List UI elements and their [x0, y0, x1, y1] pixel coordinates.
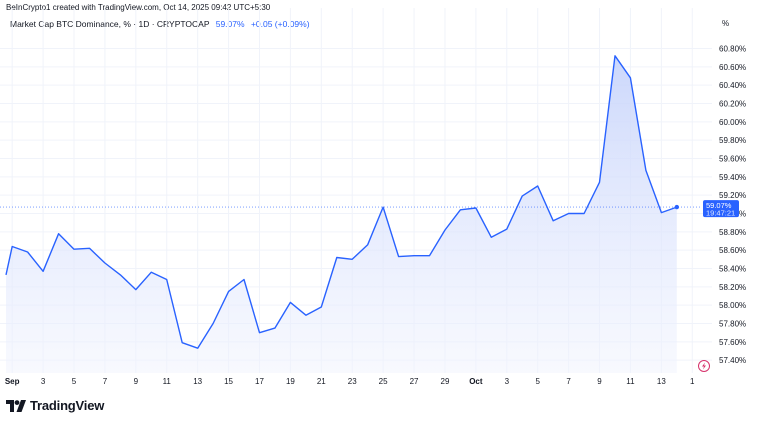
price-axis-label: 57.40%: [719, 356, 746, 365]
last-value: 59.07%: [215, 19, 245, 29]
time-axis-label: Oct: [469, 377, 483, 386]
lightning-icon[interactable]: [698, 360, 710, 372]
time-axis-label: 19: [286, 377, 295, 386]
time-axis-label: 7: [103, 377, 108, 386]
price-axis-label: 58.20%: [719, 283, 746, 292]
time-axis-label: 21: [317, 377, 326, 386]
price-axis-label: 58.60%: [719, 246, 746, 255]
change-value: +0.05 (+0.09%): [250, 19, 310, 29]
price-axis-label: 60.80%: [719, 45, 746, 54]
time-axis-label: 5: [72, 377, 77, 386]
time-axis-label: 17: [255, 377, 264, 386]
brand-name: TradingView: [30, 398, 105, 413]
time-axis-label: Sep: [5, 377, 20, 386]
price-axis-label: 59.80%: [719, 136, 746, 145]
time-axis-label: 27: [410, 377, 419, 386]
price-axis-label: 59.20%: [719, 191, 746, 200]
price-axis-label: 60.20%: [719, 100, 746, 109]
time-axis-label: 5: [535, 377, 540, 386]
price-axis-label: 58.40%: [719, 265, 746, 274]
price-tag-background: [703, 200, 739, 218]
area-fill-path: [6, 55, 677, 374]
time-axis-label: 13: [193, 377, 202, 386]
time-axis-label: 13: [657, 377, 666, 386]
price-scale-unit[interactable]: %: [722, 19, 730, 28]
tradingview-logo-icon: [6, 399, 26, 412]
price-axis-label: 59.60%: [719, 155, 746, 164]
price-axis-label: 60.40%: [719, 81, 746, 90]
price-axis-label: 59.40%: [719, 173, 746, 182]
time-axis-label: 9: [597, 377, 602, 386]
time-axis-label: 15: [224, 377, 233, 386]
time-axis-label: 29: [441, 377, 450, 386]
symbol-legend[interactable]: Market Cap BTC Dominance, % · 1D · CRYPT…: [10, 19, 310, 29]
price-axis-label: 60.60%: [719, 63, 746, 72]
time-axis-label: 23: [348, 377, 357, 386]
price-axis-label: 58.80%: [719, 228, 746, 237]
time-axis-label: 9: [134, 377, 139, 386]
area-fill: [6, 55, 677, 374]
price-tag-countdown: 19:47:21: [706, 209, 735, 218]
time-axis-label: 25: [379, 377, 388, 386]
price-axis-label: 60.00%: [719, 118, 746, 127]
time-axis[interactable]: Sep 3 5 7 9 11 13 15 17 19 21 23 25 27 29 Oct 3 5 7 9 11 13 1: [5, 377, 695, 386]
price-axis-label: 57.60%: [719, 338, 746, 347]
time-axis-label: 3: [505, 377, 510, 386]
time-axis-label: 3: [41, 377, 46, 386]
last-price-tag: 59.07% 19:47:21: [703, 200, 739, 218]
tradingview-brand[interactable]: TradingView: [6, 398, 104, 413]
last-point-marker: [674, 204, 680, 210]
time-axis-label: 11: [163, 377, 172, 386]
chart-credit: BeInCrypto1 created with TradingView.com…: [6, 3, 271, 12]
price-tag-value: 59.07%: [706, 201, 732, 210]
symbol-title: Market Cap BTC Dominance, % · 1D · CRYPT…: [10, 19, 210, 29]
time-axis-label: 1: [690, 377, 695, 386]
price-axis-label: 57.80%: [719, 320, 746, 329]
price-line-series: [5, 55, 680, 349]
time-axis-label: 7: [566, 377, 571, 386]
price-axis-label: 58.00%: [719, 301, 746, 310]
time-axis-label: 11: [626, 377, 635, 386]
